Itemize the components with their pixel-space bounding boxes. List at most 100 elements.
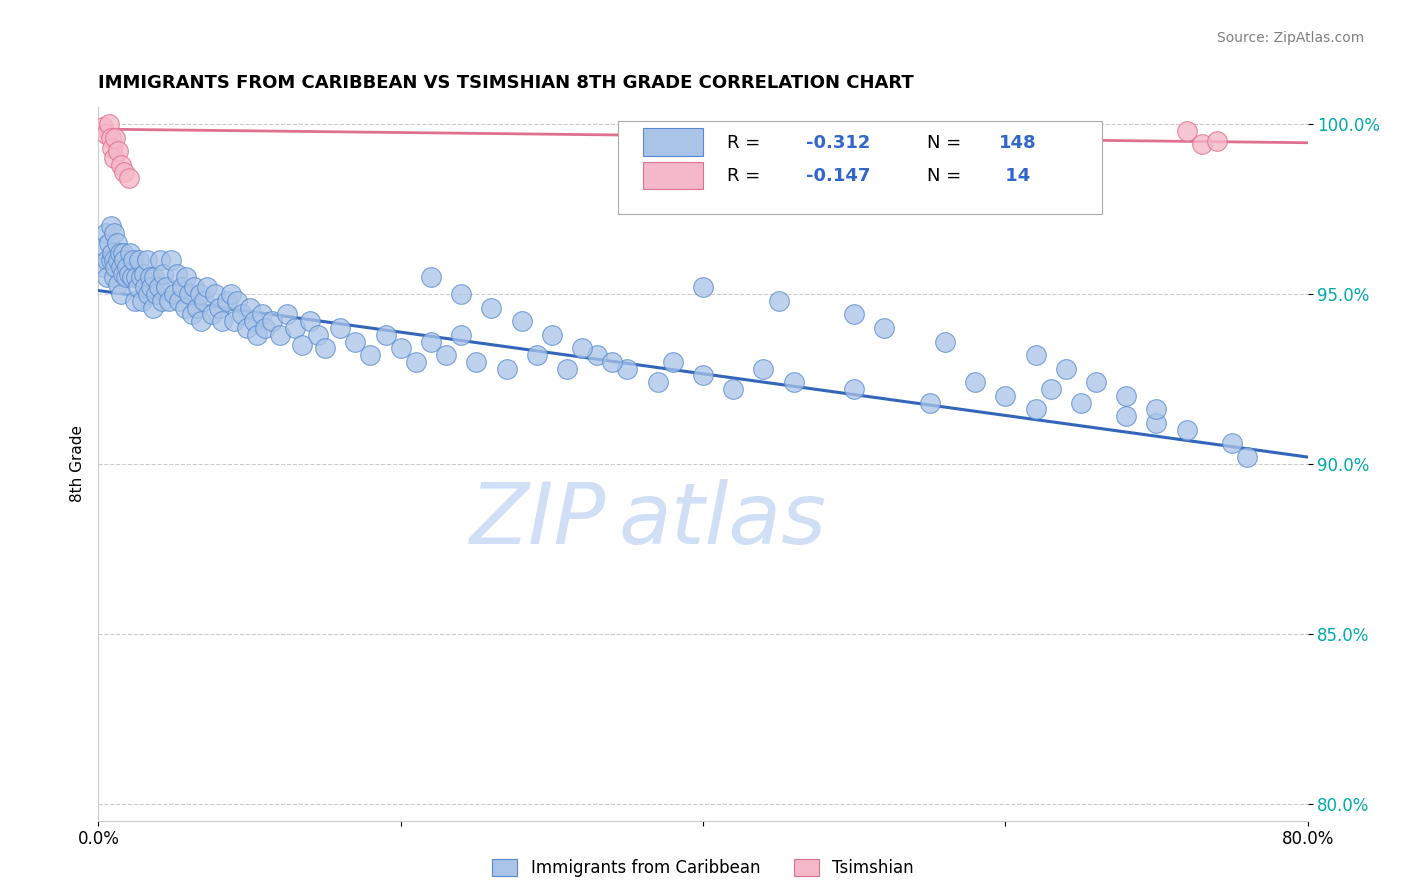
Point [91,120,114,135]
Point [177,287,201,301]
Point [1024,348,1046,362]
Point [195,280,218,294]
Text: N =: N = [927,168,967,186]
Point [571,341,593,355]
Point [450,327,472,342]
Point [510,314,533,328]
Point [752,361,775,376]
Text: ZIP: ZIP [470,479,606,563]
Point [93,239,115,253]
Point [243,314,266,328]
Point [231,307,253,321]
Point [107,252,129,267]
Point [100,252,122,267]
Point [118,267,141,281]
FancyBboxPatch shape [619,121,1102,214]
Point [201,307,224,321]
Point [110,260,132,274]
Point [1070,395,1092,409]
Point [160,252,183,267]
Text: R =: R = [727,134,766,152]
Point [246,327,269,342]
Point [1175,423,1198,437]
Point [1039,382,1062,396]
Text: atlas: atlas [619,479,827,563]
Point [481,301,503,315]
Point [149,252,172,267]
Legend: Immigrants from Caribbean, Tsimshian: Immigrants from Caribbean, Tsimshian [485,852,921,884]
Point [108,246,131,260]
Point [170,280,193,294]
Point [419,334,441,349]
Point [1206,134,1229,148]
Point [186,301,208,315]
Point [291,338,314,352]
Point [344,334,367,349]
Point [661,355,683,369]
Point [107,277,129,291]
Point [360,348,382,362]
Point [114,269,136,284]
Point [111,267,134,281]
Point [250,307,273,321]
Point [226,293,249,308]
Point [188,287,211,301]
Point [98,235,121,250]
Point [374,327,396,342]
Point [276,307,298,321]
Point [136,287,159,301]
Point [103,226,125,240]
Point [96,252,118,267]
Point [1236,450,1258,464]
Point [1115,409,1137,424]
Point [389,341,412,355]
Point [844,307,866,321]
Point [155,280,177,294]
Point [104,130,127,145]
Point [586,348,609,362]
Point [215,293,238,308]
Point [204,287,226,301]
Point [112,252,135,267]
Point [100,219,122,233]
Text: Source: ZipAtlas.com: Source: ZipAtlas.com [1216,31,1364,45]
Point [115,260,138,274]
Point [782,376,804,390]
Point [269,327,291,342]
Point [284,321,307,335]
Point [127,280,149,294]
Point [94,127,117,141]
Point [101,246,124,260]
Point [112,164,135,178]
Point [1191,137,1213,152]
Point [166,267,188,281]
Point [299,314,322,328]
Point [235,321,257,335]
Point [152,267,174,281]
Point [434,348,457,362]
Point [103,151,125,165]
Point [253,321,276,335]
Point [1175,124,1198,138]
Point [1144,402,1167,417]
Point [143,269,166,284]
Point [419,269,441,284]
Point [262,314,284,328]
Point [142,301,165,315]
Point [100,130,122,145]
Point [163,287,186,301]
Point [111,246,134,260]
Point [183,280,205,294]
Point [540,327,562,342]
Point [141,280,163,294]
Point [526,348,548,362]
Point [104,260,127,274]
Point [934,334,956,349]
Point [208,301,231,315]
Text: R =: R = [727,168,766,186]
Text: IMMIGRANTS FROM CARIBBEAN VS TSIMSHIAN 8TH GRADE CORRELATION CHART: IMMIGRANTS FROM CARIBBEAN VS TSIMSHIAN 8… [98,74,914,92]
Bar [643,162,703,189]
Point [616,361,638,376]
Point [181,307,204,321]
Point [844,382,866,396]
